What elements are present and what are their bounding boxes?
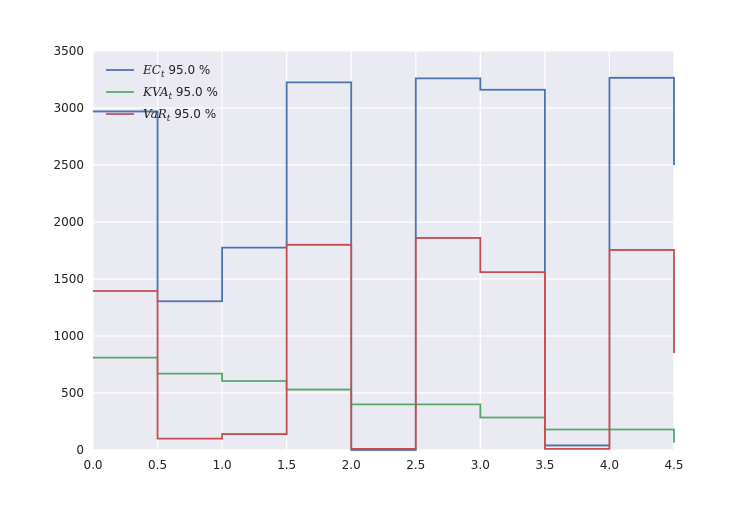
x-tick-label: 1.5	[277, 458, 296, 472]
y-axis-ticks: 0 500 1000 1500 2000 2500 3000 3500	[53, 44, 84, 457]
y-tick-label: 3500	[53, 44, 84, 58]
y-tick-label: 3000	[53, 101, 84, 115]
legend-label: ECt 95.0 %	[142, 63, 210, 80]
x-tick-label: 3.0	[471, 458, 490, 472]
x-tick-label: 4.0	[600, 458, 619, 472]
x-tick-label: 1.0	[213, 458, 232, 472]
series-line-var	[93, 237, 675, 450]
y-tick-label: 0	[76, 443, 84, 457]
y-tick-label: 500	[61, 386, 84, 400]
x-tick-label: 2.5	[406, 458, 425, 472]
y-tick-label: 1500	[53, 272, 84, 286]
y-tick-label: 1000	[53, 329, 84, 343]
plot-background	[93, 51, 674, 450]
legend: ECt 95.0 % KVAt 95.0 % VaRt 95.0 %	[106, 63, 218, 124]
x-axis-ticks: 0.0 0.5 1.0 1.5 2.0 2.5 3.0 3.5 4.0 4.5	[83, 458, 683, 472]
x-tick-label: 4.5	[664, 458, 683, 472]
y-tick-label: 2000	[53, 215, 84, 229]
legend-label: VaRt 95.0 %	[143, 107, 216, 124]
legend-label: KVAt 95.0 %	[142, 85, 218, 102]
x-tick-label: 0.0	[83, 458, 102, 472]
x-tick-label: 2.0	[342, 458, 361, 472]
x-tick-label: 3.5	[535, 458, 554, 472]
series-group	[93, 76, 675, 451]
y-tick-label: 2500	[53, 158, 84, 172]
x-tick-label: 0.5	[148, 458, 167, 472]
